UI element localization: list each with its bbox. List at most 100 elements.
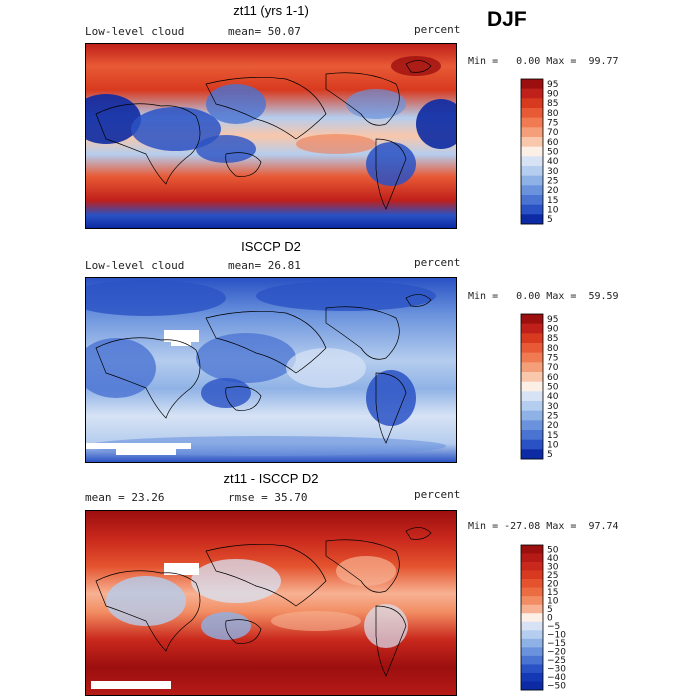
colorbar-swatch [521, 647, 543, 657]
colorbar-tick-label: 25 [547, 177, 558, 187]
panel3-mean-label: mean = [85, 491, 125, 504]
panel3-map [85, 510, 457, 696]
colorbar-swatch [521, 156, 543, 167]
colorbar-swatch [521, 401, 543, 411]
colorbar-tick-label: 15 [547, 588, 558, 598]
colorbar-tick-label: 60 [547, 138, 559, 148]
colorbar-tick-label: 20 [547, 186, 559, 196]
colorbar-tick-label: 10 [547, 596, 559, 606]
colorbar-swatch [521, 562, 543, 571]
colorbar-swatch [521, 314, 543, 324]
colorbar-tick-label: 70 [547, 363, 559, 373]
colorbar-swatch [521, 621, 543, 631]
colorbar-swatch [521, 175, 543, 186]
colorbar-tick-label: 30 [547, 402, 559, 412]
colorbar-tick-label: 50 [547, 545, 559, 555]
colorbar-tick-label: 40 [547, 392, 559, 402]
panel3-rmse-label: rmse = [228, 491, 268, 504]
colorbar-swatch [521, 638, 543, 648]
colorbar-tick-label: 5 [547, 450, 553, 460]
colorbar-tick-label: 25 [547, 571, 558, 581]
colorbar-swatch [521, 681, 543, 691]
panel2-coastlines [95, 294, 432, 444]
colorbar-tick-label: −25 [547, 656, 566, 666]
panel2-max-label: Max = [546, 291, 577, 302]
colorbar-tick-label: −15 [547, 639, 566, 649]
colorbar-swatch [521, 214, 543, 225]
panel1-variable: Low-level cloud [85, 25, 185, 38]
colorbar-swatch [521, 195, 543, 205]
colorbar-swatch [521, 391, 543, 402]
colorbar-swatch [521, 655, 543, 665]
panel2-minmax: Min = 0.00 Max = 59.59 [468, 291, 619, 302]
panel3-min-label: Min = [468, 521, 499, 532]
panel3-coastlines [95, 527, 432, 677]
colorbar-swatch [521, 439, 543, 450]
colorbar-tick-label: 70 [547, 128, 559, 138]
panel1-max-label: Max = [546, 56, 577, 67]
colorbar-swatch [521, 570, 543, 580]
colorbar-swatch [521, 604, 543, 614]
colorbar-tick-label: 85 [547, 334, 558, 344]
colorbar-tick-label: 5 [547, 605, 553, 615]
colorbar-tick-label: 40 [547, 554, 559, 564]
panel3-max-value: 97.74 [588, 521, 619, 532]
colorbar-swatch [521, 352, 543, 363]
colorbar-swatch [521, 166, 543, 176]
colorbar-swatch [521, 596, 543, 606]
panel1-max-value: 99.77 [588, 56, 619, 67]
colorbar-tick-label: 25 [547, 412, 558, 422]
panel2-units: percent [414, 256, 461, 269]
colorbar-swatch [521, 323, 543, 334]
colorbar-swatch [521, 117, 543, 128]
colorbar-swatch [521, 381, 543, 392]
colorbar-swatch [521, 630, 543, 640]
colorbar-tick-label: 10 [547, 441, 559, 451]
colorbar-tick-label: 30 [547, 167, 559, 177]
colorbar-tick-label: 0 [547, 614, 553, 624]
panel1-map [85, 43, 457, 229]
panel2-mean-label: mean [228, 259, 255, 272]
colorbar-swatch [521, 204, 543, 215]
panel3-max-label: Max = [546, 521, 577, 532]
colorbar-swatch [521, 127, 543, 138]
colorbar-swatch [521, 88, 543, 99]
colorbar-frame [520, 544, 544, 691]
colorbar-swatch [521, 137, 543, 147]
colorbar-swatch [521, 343, 543, 353]
panel3-rmse: rmse = 35.70 [228, 491, 308, 504]
colorbar-tick-label: 95 [547, 315, 558, 325]
colorbar-swatch [521, 545, 543, 554]
colorbar-swatch [521, 587, 543, 597]
panel1-mean-value: 50.07 [267, 25, 301, 38]
panel1-min-label: Min = [468, 56, 499, 67]
panel2-mean: mean= 26.81 [228, 259, 301, 272]
panel3-mean: mean = 23.26 [85, 491, 165, 504]
colorbar-tick-label: 40 [547, 157, 559, 167]
colorbar-tick-label: 90 [547, 325, 559, 335]
colorbar-tick-label: 90 [547, 90, 559, 100]
panel2-mean-value: 26.81 [267, 259, 301, 272]
colorbar-tick-label: −10 [547, 631, 566, 641]
colorbar-swatch [521, 664, 543, 674]
colorbar-swatch [521, 185, 543, 196]
panel3-title: zt11 - ISCCP D2 [223, 471, 319, 486]
colorbar-tick-label: −20 [547, 648, 566, 658]
colorbar-swatch [521, 553, 543, 563]
colorbar-swatch [521, 410, 543, 421]
colorbar-tick-label: 30 [547, 562, 559, 572]
panel2-missing-antarctic [86, 443, 191, 449]
colorbar-swatch [521, 108, 543, 118]
colorbar-swatch [521, 430, 543, 440]
colorbar-frame [520, 313, 544, 460]
colorbar-tick-label: 15 [547, 431, 558, 441]
colorbar-swatch [521, 79, 543, 89]
panel2-min-value: 0.00 [516, 291, 541, 302]
panel3-mean-value: 23.26 [131, 491, 165, 504]
colorbar-swatch [521, 333, 543, 344]
colorbar-tick-label: 75 [547, 354, 558, 364]
colorbar-tick-label: 5 [547, 215, 553, 225]
panel3-min-value: -27.08 [504, 521, 541, 532]
